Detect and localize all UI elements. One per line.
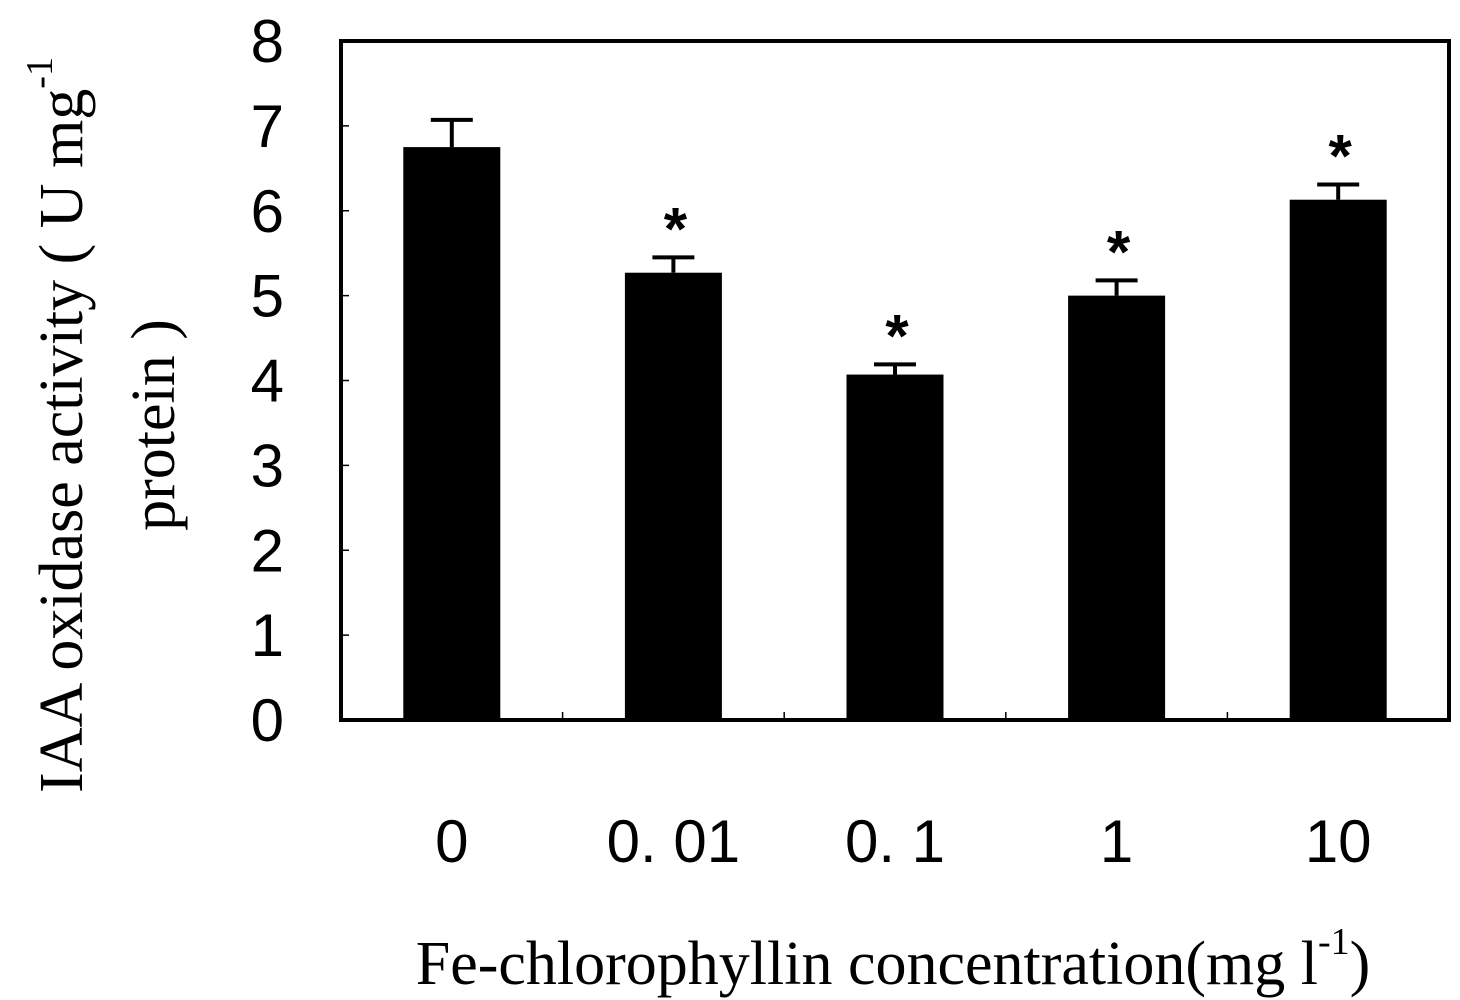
bar [846, 374, 944, 720]
x-axis-title-superscript: -1 [1318, 921, 1350, 963]
y-tick-label: 7 [251, 93, 284, 160]
y-tick-label: 3 [251, 432, 284, 499]
errorbars-layer [430, 117, 1360, 375]
y-tick-label: 5 [251, 263, 284, 330]
x-tick-label: 1 [1100, 808, 1133, 875]
y-axis-title-line2: protein ) [120, 319, 188, 531]
y-axis-title: IAA oxidase activity ( U mg-1 protein ) [19, 57, 188, 793]
y-tick-labels: 0 1 2 3 4 5 6 7 8 [251, 8, 284, 754]
x-tick-labels: 0 0. 01 0. 1 1 10 [435, 808, 1371, 875]
x-axis-title-main: Fe-chlorophyllin concentration(mg l [416, 930, 1318, 998]
x-axis-title-end: ) [1350, 930, 1371, 998]
x-tick-label: 0. 01 [607, 808, 740, 875]
x-tick-label: 0. 1 [845, 808, 945, 875]
y-axis-title-superscript: -1 [19, 57, 61, 89]
y-axis-title-line1: IAA oxidase activity ( U mg-1 [19, 57, 96, 793]
significance-markers: * * * * [664, 122, 1353, 369]
y-tick-label: 2 [251, 517, 284, 584]
significance-star: * [664, 195, 688, 262]
y-tick-label: 1 [251, 602, 284, 669]
bar [403, 147, 501, 720]
x-tick-label: 10 [1305, 808, 1372, 875]
y-tick-label: 4 [251, 348, 284, 415]
x-axis-title: Fe-chlorophyllin concentration(mg l-1) [416, 921, 1371, 998]
y-tick-label: 8 [251, 8, 284, 75]
y-axis-title-main: IAA oxidase activity ( U mg [28, 89, 96, 793]
significance-star: * [885, 302, 909, 369]
bars-layer [403, 147, 1387, 720]
bar [1068, 295, 1166, 720]
y-tick-label: 6 [251, 178, 284, 245]
significance-star: * [1329, 122, 1353, 189]
x-tick-label: 0 [435, 808, 468, 875]
x-tick-marks [341, 125, 1229, 720]
y-tick-label: 0 [251, 687, 284, 754]
bar [1289, 199, 1387, 720]
bar [624, 272, 722, 720]
significance-star: * [1107, 218, 1131, 285]
